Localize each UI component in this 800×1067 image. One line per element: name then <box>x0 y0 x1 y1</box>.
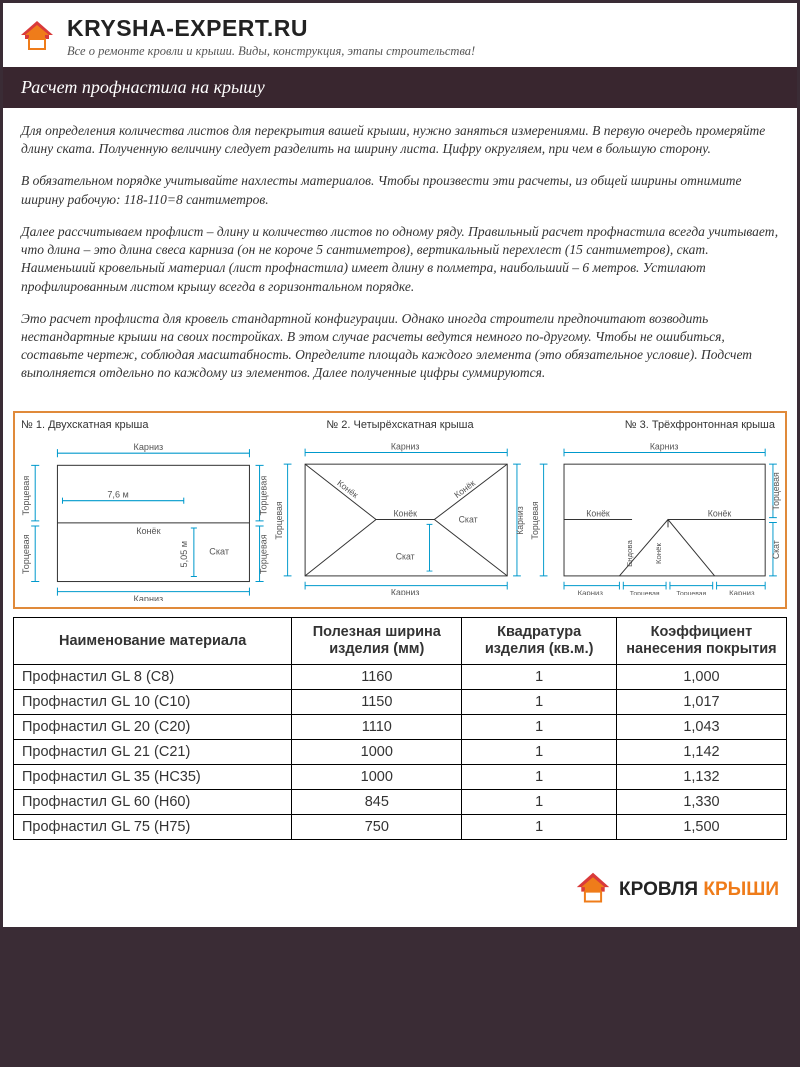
svg-text:Конёк: Конёк <box>335 478 360 500</box>
cell-value: 1,043 <box>616 714 786 739</box>
cell-name: Профнастил GL 20 (С20) <box>14 714 292 739</box>
hip-roof-diagram: Карниз Карниз Торцевая Карниз Конёк Конё… <box>274 435 527 595</box>
svg-text:Карниз: Карниз <box>134 593 164 601</box>
svg-text:Скат: Скат <box>458 514 477 524</box>
footer: КРОВЛЯ КРЫШИ <box>3 852 797 927</box>
diagram-title: № 2. Четырёхскатная крыша <box>274 417 527 435</box>
svg-text:Скат: Скат <box>395 551 414 561</box>
cell-value: 1,017 <box>616 689 786 714</box>
svg-text:Карниз: Карниз <box>578 588 604 595</box>
table-row: Профнастил GL 21 (С21)100011,142 <box>14 739 787 764</box>
svg-text:Карниз: Карниз <box>391 441 420 451</box>
cell-name: Профнастил GL 8 (С8) <box>14 664 292 689</box>
cell-value: 1 <box>462 714 617 739</box>
site-title-block: KRYSHA-EXPERT.RU Все о ремонте кровли и … <box>67 15 475 59</box>
cell-value: 1 <box>462 764 617 789</box>
svg-text:Ендова: Ендова <box>625 539 634 566</box>
col-width: Полезная ширина изделия (мм) <box>292 618 462 664</box>
cell-value: 1 <box>462 739 617 764</box>
cell-value: 1150 <box>292 689 462 714</box>
svg-text:Торцевая: Торцевая <box>259 475 269 515</box>
cell-value: 1000 <box>292 739 462 764</box>
roof-diagrams: № 1. Двухскатная крыша Карниз <box>13 411 787 610</box>
cell-value: 1 <box>462 789 617 814</box>
cell-value: 1,330 <box>616 789 786 814</box>
cell-value: 1110 <box>292 714 462 739</box>
svg-text:5,05 м: 5,05 м <box>179 541 189 567</box>
svg-text:Карниз: Карниз <box>134 442 164 452</box>
page-title: Расчет профнастила на крышу <box>3 67 797 108</box>
svg-text:Торцевая: Торцевая <box>677 590 707 595</box>
table-row: Профнастил GL 60 (Н60)84511,330 <box>14 789 787 814</box>
svg-text:Торцевая: Торцевая <box>21 475 31 515</box>
diagram-title: № 3. Трёхфронтонная крыша <box>530 417 783 435</box>
paragraph: Это расчет профлиста для кровель стандар… <box>21 310 779 383</box>
cell-value: 1160 <box>292 664 462 689</box>
diagram-2: № 2. Четырёхскатная крыша Карниз <box>272 413 529 608</box>
site-tagline: Все о ремонте кровли и крыши. Виды, конс… <box>67 44 475 59</box>
paragraph: В обязательном порядке учитывайте нахлес… <box>21 172 779 208</box>
cell-value: 1000 <box>292 764 462 789</box>
svg-text:Торцевая: Торцевая <box>259 534 269 574</box>
table-row: Профнастил GL 20 (С20)111011,043 <box>14 714 787 739</box>
svg-text:Торцевая: Торцевая <box>530 501 540 540</box>
site-name: KRYSHA-EXPERT.RU <box>67 15 475 42</box>
svg-text:Конёк: Конёк <box>708 508 732 518</box>
cell-value: 1 <box>462 814 617 839</box>
footer-word2: КРЫШИ <box>703 879 779 900</box>
materials-table: Наименование материала Полезная ширина и… <box>13 617 787 839</box>
cell-name: Профнастил GL 75 (Н75) <box>14 814 292 839</box>
logo-icon <box>17 17 57 57</box>
table-row: Профнастил GL 10 (С10)115011,017 <box>14 689 787 714</box>
svg-text:Карниз: Карниз <box>650 441 679 451</box>
diagram-title: № 1. Двухскатная крыша <box>17 417 270 435</box>
svg-text:Скат: Скат <box>209 546 229 556</box>
cell-value: 750 <box>292 814 462 839</box>
table-header-row: Наименование материала Полезная ширина и… <box>14 618 787 664</box>
svg-text:Торцевая: Торцевая <box>274 501 284 540</box>
footer-word1: КРОВЛЯ <box>619 879 698 900</box>
svg-text:Карниз: Карниз <box>391 587 420 595</box>
page: KRYSHA-EXPERT.RU Все о ремонте кровли и … <box>3 3 797 927</box>
table-row: Профнастил GL 8 (С8)116011,000 <box>14 664 787 689</box>
cell-value: 1,000 <box>616 664 786 689</box>
cell-value: 845 <box>292 789 462 814</box>
svg-text:Торцевая: Торцевая <box>630 590 660 595</box>
cell-name: Профнастил GL 21 (С21) <box>14 739 292 764</box>
diagram-3: № 3. Трёхфронтонная крыша <box>528 413 785 608</box>
svg-text:Карниз: Карниз <box>514 506 524 535</box>
table-row: Профнастил GL 75 (Н75)75011,500 <box>14 814 787 839</box>
cell-value: 1,132 <box>616 764 786 789</box>
footer-brand: КРОВЛЯ КРЫШИ <box>619 879 779 901</box>
svg-text:Скат: Скат <box>771 540 781 559</box>
table-row: Профнастил GL 35 (НС35)100011,132 <box>14 764 787 789</box>
svg-text:Конёк: Конёк <box>393 508 417 518</box>
cell-value: 1,500 <box>616 814 786 839</box>
cell-value: 1 <box>462 664 617 689</box>
col-coef: Коэффициент нанесения покрытия <box>616 618 786 664</box>
multi-gable-roof-diagram: Карниз Торцевая Торцевая Скат Конёк Конё… <box>530 435 783 595</box>
svg-text:Конёк: Конёк <box>587 508 611 518</box>
svg-text:Торцевая: Торцевая <box>21 534 31 574</box>
paragraph: Далее рассчитываем профлист – длину и ко… <box>21 223 779 296</box>
gable-roof-diagram: Карниз Карниз Торцевая Торцевая Торцевая… <box>17 435 270 602</box>
col-name: Наименование материала <box>14 618 292 664</box>
svg-text:Конёк: Конёк <box>655 542 664 563</box>
diagram-1: № 1. Двухскатная крыша Карниз <box>15 413 272 608</box>
cell-name: Профнастил GL 60 (Н60) <box>14 789 292 814</box>
svg-text:7,6 м: 7,6 м <box>107 489 128 499</box>
site-header: KRYSHA-EXPERT.RU Все о ремонте кровли и … <box>3 3 797 67</box>
svg-text:Торцевая: Торцевая <box>771 472 781 511</box>
cell-value: 1 <box>462 689 617 714</box>
cell-name: Профнастил GL 10 (С10) <box>14 689 292 714</box>
article-body: Для определения количества листов для пе… <box>3 108 797 407</box>
col-area: Квадратура изделия (кв.м.) <box>462 618 617 664</box>
footer-logo-icon <box>575 870 611 911</box>
cell-name: Профнастил GL 35 (НС35) <box>14 764 292 789</box>
paragraph: Для определения количества листов для пе… <box>21 122 779 158</box>
svg-text:Карниз: Карниз <box>730 588 756 595</box>
svg-text:Конёк: Конёк <box>136 526 161 536</box>
cell-value: 1,142 <box>616 739 786 764</box>
